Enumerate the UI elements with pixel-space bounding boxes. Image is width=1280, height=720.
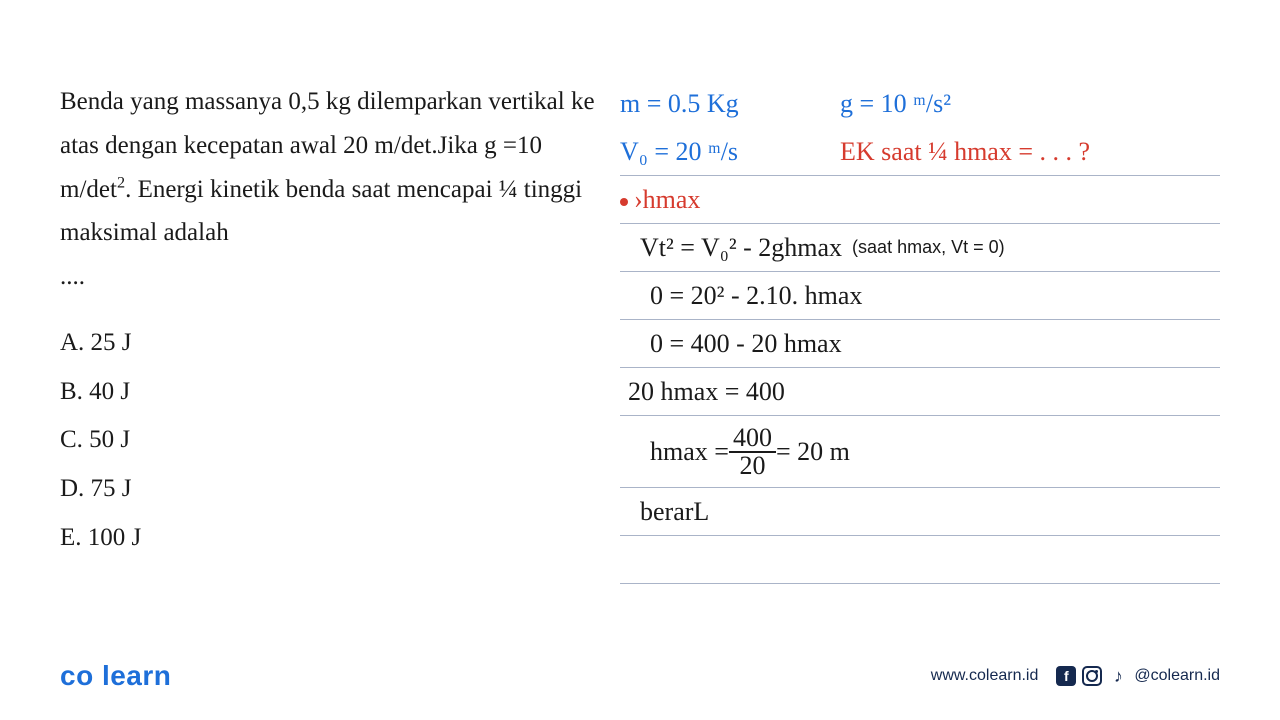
option-d: D. 75 J	[60, 465, 600, 514]
question-text: Benda yang massanya 0,5 kg dilemparkan v…	[60, 80, 600, 299]
q-line2-post: . Energi	[125, 176, 204, 203]
options-list: A. 25 J B. 40 J C. 50 J D. 75 J E. 100 J	[60, 319, 600, 563]
eq4-row: 20 hmax = 400	[620, 368, 1220, 416]
eq5-row: hmax = 400 20 = 20 m	[620, 416, 1220, 488]
eq2-row: 0 = 20² - 2.10. hmax	[620, 272, 1220, 320]
work-panel: m = 0.5 Kg g = 10 ᵐ/s² V₀ = 20 ᵐ/s EK sa…	[600, 80, 1220, 584]
eq5-frac: 400 20	[729, 425, 776, 479]
given-v0: V₀ = 20 ᵐ/s	[620, 137, 840, 167]
givens-row-2: V₀ = 20 ᵐ/s EK saat ¼ hmax = . . . ?	[620, 128, 1220, 176]
given-m: m = 0.5 Kg	[620, 89, 840, 119]
question-panel: Benda yang massanya 0,5 kg dilemparkan v…	[60, 80, 600, 584]
eq6-row: berarL	[620, 488, 1220, 536]
eq3-row: 0 = 400 - 20 hmax	[620, 320, 1220, 368]
eq4: 20 hmax = 400	[620, 377, 785, 407]
eq5-left: hmax =	[620, 437, 729, 467]
q-sup: 2	[117, 173, 125, 191]
footer-right: www.colearn.id f ♪ @colearn.id	[931, 666, 1220, 686]
eq5-right: = 20 m	[776, 437, 850, 467]
eq2: 0 = 20² - 2.10. hmax	[620, 281, 862, 311]
option-e: E. 100 J	[60, 514, 600, 563]
blank-row	[620, 536, 1220, 584]
bullet-hmax: ›	[620, 185, 643, 215]
footer-url: www.colearn.id	[931, 667, 1039, 685]
q-dots: ....	[60, 263, 85, 290]
eq6: berarL	[620, 497, 709, 527]
option-c: C. 50 J	[60, 416, 600, 465]
given-ek: EK saat ¼ hmax = . . . ?	[840, 137, 1090, 167]
eq1: Vt² = V₀² - 2ghmax	[620, 233, 842, 263]
eq1-row: Vt² = V₀² - 2ghmax (saat hmax, Vt = 0)	[620, 224, 1220, 272]
footer-handle: @colearn.id	[1134, 667, 1220, 685]
social-icons: f ♪ @colearn.id	[1056, 666, 1220, 686]
givens-row-1: m = 0.5 Kg g = 10 ᵐ/s²	[620, 80, 1220, 128]
tiktok-icon: ♪	[1108, 666, 1128, 686]
given-g: g = 10 ᵐ/s²	[840, 89, 951, 119]
eq3: 0 = 400 - 20 hmax	[620, 329, 842, 359]
eq5-num: 400	[729, 425, 776, 453]
option-a: A. 25 J	[60, 319, 600, 368]
step-hmax-row: › hmax	[620, 176, 1220, 224]
instagram-icon	[1082, 666, 1102, 686]
eq1-note: (saat hmax, Vt = 0)	[852, 237, 1005, 258]
footer: co learn www.colearn.id f ♪ @colearn.id	[60, 660, 1220, 692]
facebook-icon: f	[1056, 666, 1076, 686]
option-b: B. 40 J	[60, 368, 600, 417]
logo: co learn	[60, 660, 171, 692]
eq5-den: 20	[735, 453, 769, 479]
hmax-label: hmax	[643, 185, 701, 215]
